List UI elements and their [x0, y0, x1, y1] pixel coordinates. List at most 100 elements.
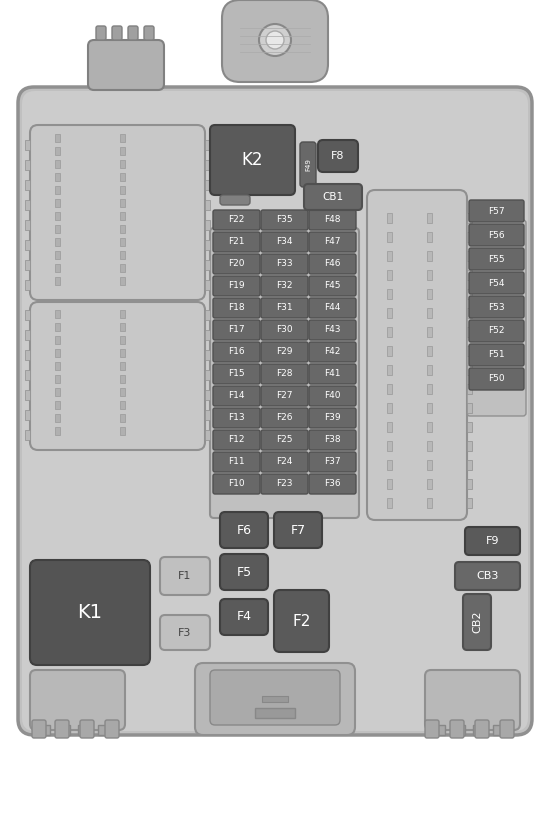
Text: F13: F13 — [228, 413, 245, 422]
Text: F29: F29 — [276, 348, 293, 357]
Bar — [55, 310, 60, 318]
FancyBboxPatch shape — [469, 320, 524, 342]
Text: F15: F15 — [228, 369, 245, 378]
Text: F43: F43 — [324, 325, 341, 334]
FancyBboxPatch shape — [213, 452, 260, 472]
FancyBboxPatch shape — [210, 228, 359, 518]
FancyBboxPatch shape — [55, 720, 69, 738]
Text: F14: F14 — [228, 392, 245, 401]
Bar — [467, 251, 472, 261]
Bar — [58, 725, 70, 735]
Text: F9: F9 — [486, 536, 499, 546]
FancyBboxPatch shape — [318, 140, 358, 172]
Bar — [387, 384, 392, 394]
FancyBboxPatch shape — [309, 342, 356, 362]
Bar — [55, 225, 60, 233]
Bar — [205, 410, 210, 420]
Bar — [205, 160, 210, 170]
Bar — [55, 134, 60, 142]
Bar — [427, 213, 432, 223]
Text: F31: F31 — [276, 304, 293, 313]
Bar — [55, 414, 60, 422]
FancyBboxPatch shape — [30, 670, 125, 730]
Bar — [467, 479, 472, 489]
Bar — [120, 251, 125, 259]
FancyBboxPatch shape — [22, 91, 528, 731]
Text: F12: F12 — [228, 436, 245, 445]
FancyBboxPatch shape — [309, 386, 356, 406]
Text: F33: F33 — [276, 260, 293, 268]
FancyBboxPatch shape — [261, 276, 308, 296]
Bar — [205, 310, 210, 320]
FancyBboxPatch shape — [469, 248, 524, 270]
Bar — [467, 365, 472, 375]
FancyBboxPatch shape — [195, 663, 355, 735]
Text: F16: F16 — [228, 348, 245, 357]
Bar — [25, 390, 30, 400]
FancyBboxPatch shape — [220, 512, 268, 548]
Bar — [427, 422, 432, 432]
FancyBboxPatch shape — [309, 408, 356, 428]
Text: F20: F20 — [228, 260, 245, 268]
Text: F34: F34 — [276, 237, 293, 247]
FancyBboxPatch shape — [213, 342, 260, 362]
FancyBboxPatch shape — [105, 720, 119, 738]
Text: F6: F6 — [236, 524, 251, 536]
FancyBboxPatch shape — [30, 125, 205, 300]
Text: F3: F3 — [178, 627, 192, 637]
FancyBboxPatch shape — [469, 200, 524, 222]
Text: F42: F42 — [324, 348, 340, 357]
Bar — [25, 200, 30, 210]
Bar — [25, 260, 30, 270]
Text: F49: F49 — [305, 158, 311, 171]
Text: F1: F1 — [178, 571, 192, 581]
Text: K2: K2 — [242, 151, 263, 169]
Text: CB2: CB2 — [472, 611, 482, 633]
FancyBboxPatch shape — [220, 599, 268, 635]
Bar — [120, 414, 125, 422]
FancyBboxPatch shape — [30, 302, 205, 450]
Bar — [120, 277, 125, 285]
Text: F54: F54 — [488, 279, 505, 287]
FancyBboxPatch shape — [309, 474, 356, 494]
Text: F5: F5 — [236, 565, 251, 579]
FancyBboxPatch shape — [261, 386, 308, 406]
FancyBboxPatch shape — [261, 342, 308, 362]
Bar — [427, 403, 432, 413]
Bar — [255, 708, 295, 718]
FancyBboxPatch shape — [261, 408, 308, 428]
FancyBboxPatch shape — [213, 408, 260, 428]
FancyBboxPatch shape — [274, 590, 329, 652]
Bar — [387, 346, 392, 356]
Bar — [427, 365, 432, 375]
FancyBboxPatch shape — [144, 26, 154, 40]
Bar — [467, 213, 472, 223]
Bar — [120, 264, 125, 272]
FancyBboxPatch shape — [309, 254, 356, 274]
Bar — [120, 336, 125, 344]
Text: F56: F56 — [488, 231, 505, 240]
Bar — [467, 441, 472, 451]
FancyBboxPatch shape — [213, 386, 260, 406]
FancyBboxPatch shape — [18, 87, 532, 735]
Text: F7: F7 — [290, 524, 306, 536]
Bar — [205, 390, 210, 400]
Text: F8: F8 — [331, 151, 345, 161]
Bar — [25, 180, 30, 190]
Text: F18: F18 — [228, 304, 245, 313]
Bar — [467, 422, 472, 432]
Bar — [55, 375, 60, 383]
Text: F26: F26 — [276, 413, 293, 422]
Bar — [467, 384, 472, 394]
Bar — [427, 289, 432, 299]
Bar — [55, 212, 60, 220]
Text: F2: F2 — [292, 613, 311, 628]
FancyBboxPatch shape — [261, 474, 308, 494]
Bar — [55, 388, 60, 396]
Bar — [387, 365, 392, 375]
FancyBboxPatch shape — [261, 320, 308, 340]
Bar — [55, 336, 60, 344]
Bar — [387, 232, 392, 242]
FancyBboxPatch shape — [465, 527, 520, 555]
Text: F40: F40 — [324, 392, 341, 401]
